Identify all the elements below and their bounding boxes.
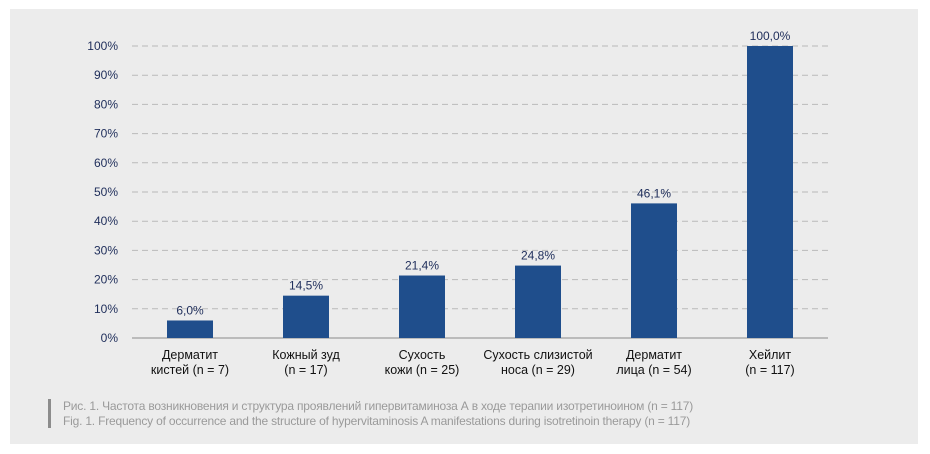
data-label: 6,0% [176, 303, 204, 317]
y-tick-label: 60% [94, 156, 118, 170]
data-label: 46,1% [637, 186, 671, 200]
bar [747, 46, 793, 338]
bar [631, 203, 677, 338]
data-label: 21,4% [405, 259, 439, 273]
y-tick-label: 90% [94, 68, 118, 82]
bar [515, 265, 561, 338]
y-tick-label: 50% [94, 185, 118, 199]
data-label: 14,5% [289, 279, 323, 293]
bar [283, 295, 329, 338]
y-tick-label: 70% [94, 127, 118, 141]
y-tick-label: 30% [94, 243, 118, 257]
y-tick-label: 40% [94, 214, 118, 228]
category-label: Сухость слизистой носа (n = 29) [483, 348, 592, 377]
y-tick-label: 100% [87, 39, 118, 53]
bar [167, 320, 213, 338]
category-label: Кожный зуд (n = 17) [272, 348, 340, 377]
caption-english: Fig. 1. Frequency of occurrence and the … [63, 414, 690, 428]
category-label: Дерматит лица (n = 54) [616, 348, 691, 377]
y-tick-label: 0% [101, 331, 119, 345]
bar [399, 275, 445, 338]
category-label: Хейлит (n = 117) [745, 348, 794, 377]
category-label: Сухость кожи (n = 25) [385, 348, 460, 377]
y-tick-label: 20% [94, 273, 118, 287]
caption-russian: Рис. 1. Частота возникновения и структур… [63, 399, 693, 413]
data-label: 100,0% [750, 29, 791, 43]
data-label: 24,8% [521, 249, 555, 263]
y-tick-label: 80% [94, 97, 118, 111]
caption-accent-bar [48, 399, 51, 428]
category-label: Дерматит кистей (n = 7) [151, 348, 229, 377]
bar-chart: 0% 10% 20% 30% 40% 50% 60% 70% 80% 90% 100% 6,0% Дер… [87, 29, 828, 377]
figure-panel: 0% 10% 20% 30% 40% 50% 60% 70% 80% 90% 100% 6,0% Дер… [10, 9, 918, 444]
figure-caption: Рис. 1. Частота возникновения и структур… [48, 399, 908, 429]
y-tick-label: 10% [94, 302, 118, 316]
